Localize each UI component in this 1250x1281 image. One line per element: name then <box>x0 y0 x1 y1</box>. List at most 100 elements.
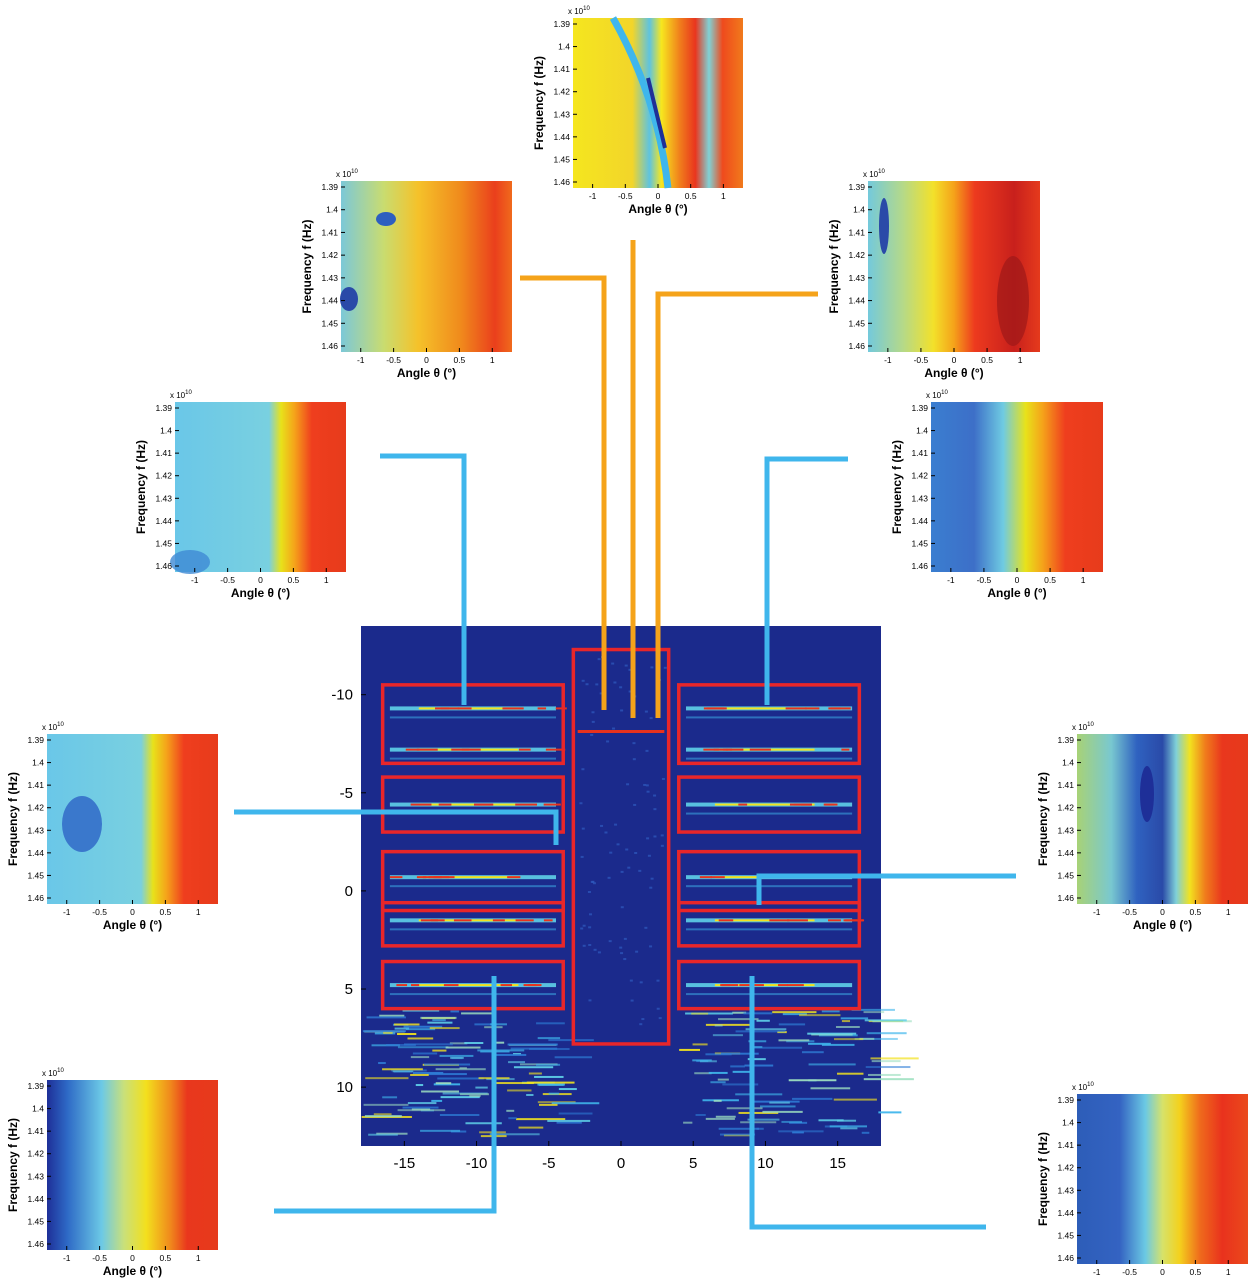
texture-streak <box>537 707 547 710</box>
texture-streak <box>465 1122 502 1125</box>
y-tick-label: 1.4 <box>916 426 928 436</box>
y-tick-label: 1.46 <box>27 893 44 903</box>
texture-streak <box>508 1061 526 1064</box>
exponent-power: 10 <box>351 169 358 175</box>
texture-streak <box>592 882 596 885</box>
texture-streak <box>871 1060 901 1063</box>
x-axis-label: Angle θ (°) <box>397 366 456 380</box>
texture-streak <box>593 948 597 951</box>
texture-streak <box>460 1093 490 1096</box>
texture-streak <box>405 748 420 751</box>
texture-streak <box>739 984 754 987</box>
texture-streak <box>378 1062 386 1065</box>
texture-streak <box>632 758 636 761</box>
texture-streak <box>732 1011 747 1014</box>
texture-streak <box>691 1012 709 1015</box>
texture-streak <box>443 984 459 987</box>
heatmap-image <box>573 18 743 188</box>
texture-streak <box>450 1010 459 1013</box>
texture-streak <box>641 1018 645 1021</box>
y-tick-label: 1.39 <box>1057 1095 1074 1105</box>
x-tick-label: 1 <box>1226 907 1231 917</box>
texture-streak <box>389 716 556 719</box>
heatmap-blob <box>376 212 396 226</box>
texture-streak <box>663 666 667 669</box>
texture-streak <box>611 662 615 665</box>
y-tick-label: 1.4 <box>32 1104 44 1114</box>
x-axis-label: Angle θ (°) <box>103 1264 162 1278</box>
texture-streak <box>405 1028 436 1031</box>
x-tick-label: -1 <box>1093 907 1101 917</box>
texture-streak <box>753 1046 803 1049</box>
texture-streak <box>474 1023 493 1026</box>
texture-streak <box>712 1034 743 1037</box>
y-tick-label: 1.39 <box>27 1081 44 1091</box>
y-tick-label: 1.46 <box>848 341 865 351</box>
y-tick-label: 1.4 <box>1062 758 1074 768</box>
y-tick-label: 1.45 <box>911 538 928 548</box>
main-y-tick-label: 5 <box>345 981 353 998</box>
texture-streak <box>851 1008 895 1011</box>
y-tick-label: 1.41 <box>1057 780 1074 790</box>
texture-streak <box>769 919 790 922</box>
texture-streak <box>461 748 481 751</box>
texture-streak <box>606 740 610 743</box>
texture-streak <box>821 1010 840 1013</box>
exponent-label: x 1010 <box>1072 722 1094 732</box>
texture-streak <box>435 1082 452 1085</box>
texture-streak <box>785 707 807 710</box>
texture-streak <box>778 984 788 987</box>
texture-streak <box>829 1125 868 1128</box>
y-tick-label: 1.46 <box>553 177 570 187</box>
texture-streak <box>863 1011 885 1014</box>
texture-streak <box>389 993 556 996</box>
texture-streak <box>376 1132 408 1135</box>
connector-blue-5 <box>274 976 497 1214</box>
texture-streak <box>515 919 534 922</box>
y-tick-label: 1.41 <box>848 227 865 237</box>
texture-streak <box>469 1094 481 1097</box>
exponent-power: 10 <box>1087 722 1094 728</box>
exponent-power: 10 <box>57 1068 64 1074</box>
texture-streak <box>539 1103 558 1106</box>
y-tick-label: 1.44 <box>848 296 865 306</box>
texture-streak <box>762 1110 803 1113</box>
region-box-8 <box>677 900 862 948</box>
texture-streak <box>726 748 744 751</box>
x-tick-label: 0.5 <box>453 355 465 365</box>
texture-streak <box>402 1009 440 1012</box>
texture-streak <box>543 803 561 806</box>
texture-streak <box>639 981 643 984</box>
texture-streak <box>713 1099 722 1102</box>
texture-streak <box>432 1019 446 1022</box>
texture-streak <box>787 984 804 987</box>
texture-streak <box>805 707 820 710</box>
texture-streak <box>735 1030 786 1033</box>
texture-streak <box>492 919 505 922</box>
texture-streak <box>756 1127 764 1130</box>
texture-streak <box>599 692 603 695</box>
texture-streak <box>477 1049 525 1052</box>
texture-streak <box>420 1016 457 1019</box>
exponent-label: x 1010 <box>42 722 64 732</box>
texture-streak <box>580 927 584 930</box>
texture-streak <box>410 803 432 806</box>
region-box-1 <box>380 775 565 834</box>
texture-streak <box>718 1127 759 1130</box>
texture-streak <box>633 803 637 806</box>
x-tick-label: 0 <box>130 1253 135 1263</box>
texture-streak <box>548 1092 560 1095</box>
texture-streak <box>623 958 627 961</box>
texture-streak <box>579 802 583 805</box>
y-tick-label: 1.42 <box>155 471 172 481</box>
main-streaks <box>361 656 919 1138</box>
texture-streak <box>649 886 653 889</box>
texture-streak <box>721 984 730 987</box>
texture-streak <box>738 803 748 806</box>
y-tick-label: 1.41 <box>321 227 338 237</box>
texture-streak <box>613 681 617 684</box>
texture-streak <box>836 1119 857 1122</box>
texture-streak <box>500 984 513 987</box>
heatmap-blob <box>340 287 358 311</box>
